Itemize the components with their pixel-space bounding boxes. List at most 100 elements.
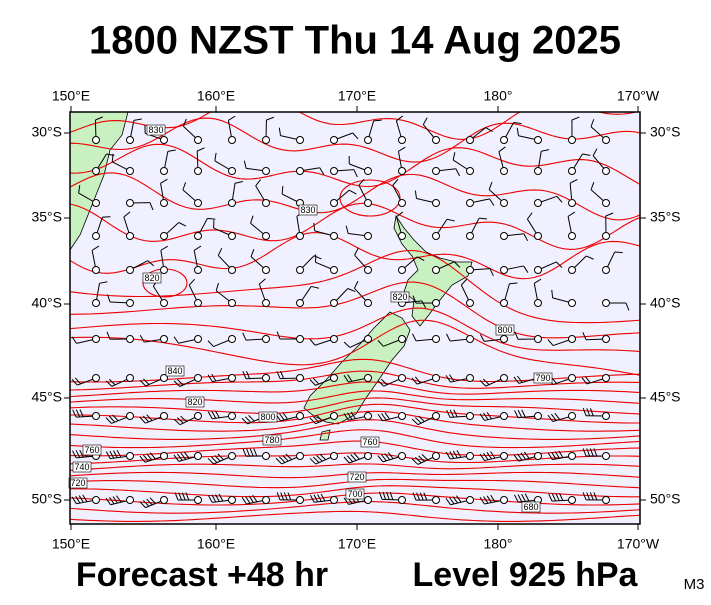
station <box>365 375 372 382</box>
station <box>195 375 202 382</box>
station <box>161 413 168 420</box>
station <box>569 200 576 207</box>
station <box>331 233 338 240</box>
station <box>263 233 270 240</box>
barb-flag <box>615 252 623 253</box>
contour-label: 760 <box>84 445 99 455</box>
contour-label: 720 <box>349 472 364 482</box>
station <box>569 453 576 460</box>
station <box>93 200 100 207</box>
station <box>127 168 134 175</box>
station <box>195 233 202 240</box>
station <box>195 336 202 343</box>
station <box>365 497 372 504</box>
contour-label: 760 <box>362 437 377 447</box>
station <box>229 497 236 504</box>
station <box>467 200 474 207</box>
station <box>93 267 100 274</box>
left-tick-label: 50°S <box>31 491 62 507</box>
station <box>501 233 508 240</box>
station <box>603 375 610 382</box>
station <box>433 336 440 343</box>
left-tick-label: 35°S <box>31 209 62 225</box>
station <box>229 233 236 240</box>
station <box>433 413 440 420</box>
station <box>535 267 542 274</box>
station <box>535 200 542 207</box>
station <box>263 497 270 504</box>
title: 1800 NZST Thu 14 Aug 2025 <box>89 19 621 63</box>
station <box>229 453 236 460</box>
station <box>569 267 576 274</box>
station <box>467 336 474 343</box>
station <box>93 233 100 240</box>
station <box>195 200 202 207</box>
forecast-label: Forecast +48 hr <box>76 556 328 594</box>
station <box>365 267 372 274</box>
contour-label: 820 <box>392 292 407 302</box>
station <box>93 137 100 144</box>
station <box>331 497 338 504</box>
station <box>297 168 304 175</box>
station <box>263 200 270 207</box>
station <box>127 497 134 504</box>
bottom-tick-label: 180° <box>484 536 513 552</box>
contour-label: 830 <box>300 205 315 215</box>
station <box>603 453 610 460</box>
station <box>229 200 236 207</box>
station <box>467 375 474 382</box>
station <box>161 200 168 207</box>
bottom-tick-label: 170°W <box>617 536 660 552</box>
station <box>467 168 474 175</box>
right-tick-label: 35°S <box>650 209 681 225</box>
station <box>433 453 440 460</box>
top-tick-label: 180° <box>484 88 513 104</box>
station <box>161 453 168 460</box>
station <box>93 300 100 307</box>
station <box>433 168 440 175</box>
station <box>433 200 440 207</box>
contour-label: 800 <box>497 325 512 335</box>
station <box>263 375 270 382</box>
station <box>263 453 270 460</box>
station <box>535 300 542 307</box>
station <box>93 168 100 175</box>
station <box>127 137 134 144</box>
station <box>433 375 440 382</box>
station <box>297 336 304 343</box>
station <box>365 453 372 460</box>
station <box>501 137 508 144</box>
left-tick-label: 45°S <box>31 389 62 405</box>
station <box>331 375 338 382</box>
right-tick-label: 40°S <box>650 295 681 311</box>
station <box>399 168 406 175</box>
station <box>535 336 542 343</box>
top-tick-label: 160°E <box>197 88 235 104</box>
top-tick-label: 150°E <box>52 88 90 104</box>
station <box>331 267 338 274</box>
station <box>569 168 576 175</box>
station <box>365 336 372 343</box>
station <box>603 137 610 144</box>
station <box>569 413 576 420</box>
station <box>365 200 372 207</box>
bottom-tick-label: 170°E <box>338 536 376 552</box>
station <box>603 200 610 207</box>
station <box>229 300 236 307</box>
right-tick-label: 30°S <box>650 124 681 140</box>
station <box>229 168 236 175</box>
station <box>331 413 338 420</box>
station <box>161 336 168 343</box>
station <box>127 375 134 382</box>
station <box>433 137 440 144</box>
station <box>399 233 406 240</box>
station <box>501 413 508 420</box>
barb-flag <box>374 120 382 121</box>
station <box>603 267 610 274</box>
station <box>161 168 168 175</box>
station <box>501 336 508 343</box>
station <box>195 497 202 504</box>
station <box>501 497 508 504</box>
station <box>297 267 304 274</box>
